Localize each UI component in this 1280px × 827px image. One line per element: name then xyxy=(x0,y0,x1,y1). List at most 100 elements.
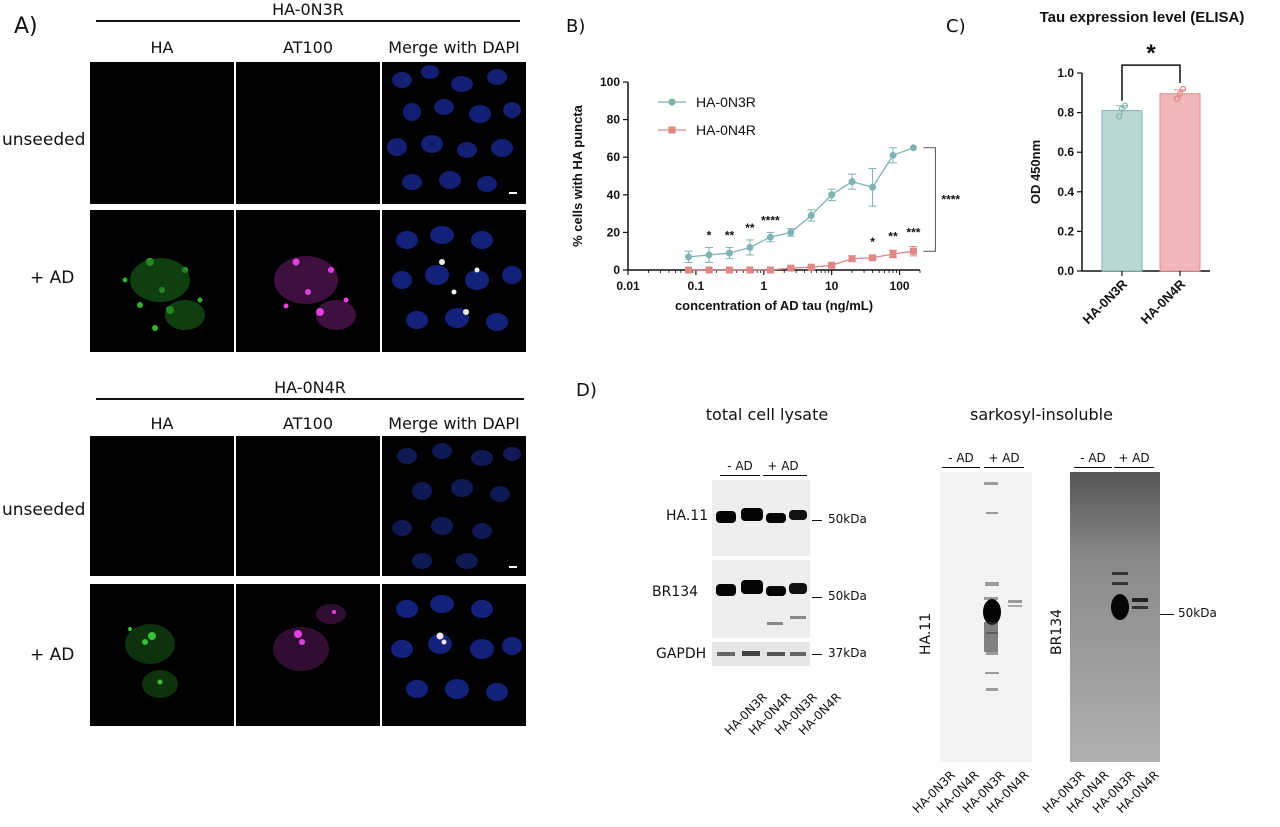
condition-rule xyxy=(1074,467,1112,468)
replicate-point xyxy=(1176,90,1184,97)
data-point xyxy=(685,266,693,274)
y-tick-label: 1.0 xyxy=(1057,66,1074,80)
data-point xyxy=(787,264,795,272)
chart-title: Tau expression level (ELISA) xyxy=(1040,9,1245,26)
data-point xyxy=(909,247,917,255)
data-point xyxy=(807,211,815,219)
data-point xyxy=(746,266,754,274)
x-tick-label: 0.1 xyxy=(688,279,705,293)
blot-label-ha11: HA.11 xyxy=(918,612,934,655)
category-label: HA-0N3R xyxy=(1080,276,1131,327)
significance-marker: **** xyxy=(761,213,780,227)
data-point xyxy=(828,261,836,269)
minus-ad-label: - AD xyxy=(1080,451,1106,465)
condition-rule xyxy=(720,475,760,476)
blot-br134-insoluble xyxy=(1070,472,1160,762)
y-tick-label: 0.8 xyxy=(1057,106,1074,120)
data-point xyxy=(766,233,774,241)
significance-bracket xyxy=(1121,64,1181,101)
legend-marker xyxy=(668,98,676,106)
data-point xyxy=(705,266,713,274)
marker-37kda: 37kDa xyxy=(828,646,867,660)
replicate-point xyxy=(1173,95,1181,102)
puncta-line-chart: 0 20 40 60 80 100 0.01 0.1 1 10 100 concentration o… xyxy=(570,75,960,313)
condition-rule xyxy=(763,475,807,476)
x-tick-label: 10 xyxy=(825,279,839,293)
micrograph-ha-plus-ad xyxy=(90,210,234,352)
marker-tick xyxy=(1160,614,1174,615)
plus-ad-label: + AD xyxy=(767,459,799,473)
blot-ha11-insoluble xyxy=(940,472,1032,762)
significance-marker: **** xyxy=(941,193,960,207)
y-tick-label: 0.6 xyxy=(1057,145,1074,159)
replicate-point xyxy=(1115,113,1123,120)
col-header-at100: AT100 xyxy=(282,38,333,57)
row-label-unseeded: unseeded xyxy=(2,500,86,520)
data-point xyxy=(787,228,795,236)
construct-label-0n4r: HA-0N4R xyxy=(274,378,346,397)
micrograph-ha-unseeded xyxy=(90,62,234,204)
construct-rule xyxy=(96,398,524,400)
data-point xyxy=(725,249,733,257)
category-label: HA-0N4R xyxy=(1138,276,1189,327)
micrograph-merge-unseeded xyxy=(382,436,526,576)
data-point xyxy=(848,178,856,186)
data-point xyxy=(848,255,856,263)
micrograph-ha-unseeded xyxy=(90,436,234,576)
marker-50kda: 50kDa xyxy=(1178,606,1217,620)
panel-d-letter: D) xyxy=(576,380,597,401)
col-header-ha: HA xyxy=(150,38,174,57)
blot-br134-total xyxy=(712,560,810,638)
blot-row-label-gapdh: GAPDH xyxy=(656,646,707,662)
row-label-plus-ad: + AD xyxy=(30,645,75,665)
legend-label: HA-0N4R xyxy=(696,122,756,138)
col-header-merge: Merge with DAPI xyxy=(388,38,520,57)
panel-c-letter: C) xyxy=(946,16,966,37)
data-point xyxy=(889,250,897,258)
micrograph-at100-unseeded xyxy=(236,436,380,576)
data-point xyxy=(746,243,754,251)
micrograph-at100-plus-ad xyxy=(236,210,380,352)
significance-marker: * xyxy=(870,235,875,249)
legend-marker xyxy=(668,126,676,134)
marker-50kda: 50kDa xyxy=(828,512,867,526)
micrograph-merge-plus-ad xyxy=(382,210,526,352)
row-label-plus-ad: + AD xyxy=(30,268,75,288)
micrograph-ha-plus-ad xyxy=(90,584,234,726)
data-point xyxy=(889,151,897,159)
elisa-bar-chart: Tau expression level (ELISA) 0.0 0.2 0.4 0.6… xyxy=(1028,9,1245,327)
x-tick-label: 100 xyxy=(890,279,910,293)
minus-ad-label: - AD xyxy=(948,451,974,465)
micrograph-at100-unseeded xyxy=(236,62,380,204)
micrograph-merge-unseeded xyxy=(382,62,526,204)
marker-50kda: 50kDa xyxy=(828,589,867,603)
condition-rule xyxy=(1114,467,1154,468)
y-tick-label: 60 xyxy=(607,150,621,164)
bar-HA-0N3R xyxy=(1101,110,1143,272)
panel-b-letter: B) xyxy=(566,16,586,37)
replicate-point xyxy=(1179,85,1187,92)
micrograph-at100-plus-ad xyxy=(236,584,380,726)
x-tick-label: 0.01 xyxy=(616,279,640,293)
significance-marker: * xyxy=(1146,40,1156,67)
blot-row-label-ha11: HA.11 xyxy=(666,508,709,524)
panel-a-letter: A) xyxy=(14,14,38,39)
col-header-at100: AT100 xyxy=(282,414,333,433)
blot-row-label-br134: BR134 xyxy=(652,584,699,600)
data-point xyxy=(807,263,815,271)
plus-ad-label: + AD xyxy=(1118,451,1150,465)
marker-tick xyxy=(812,520,822,521)
data-point xyxy=(705,251,713,259)
y-tick-label: 0.2 xyxy=(1057,224,1074,238)
blot-label-br134: BR134 xyxy=(1049,608,1065,655)
y-tick-label: 0 xyxy=(613,263,620,277)
micrograph-merge-plus-ad xyxy=(382,584,526,726)
data-point xyxy=(725,266,733,274)
x-tick-label: 1 xyxy=(760,279,767,293)
y-axis-label: OD 450nm xyxy=(1028,140,1043,204)
condition-rule xyxy=(942,467,980,468)
blot-ha11-total xyxy=(712,480,810,556)
minus-ad-label: - AD xyxy=(727,459,753,473)
data-point xyxy=(828,191,836,199)
series-line-HA-0N3R xyxy=(688,147,914,258)
